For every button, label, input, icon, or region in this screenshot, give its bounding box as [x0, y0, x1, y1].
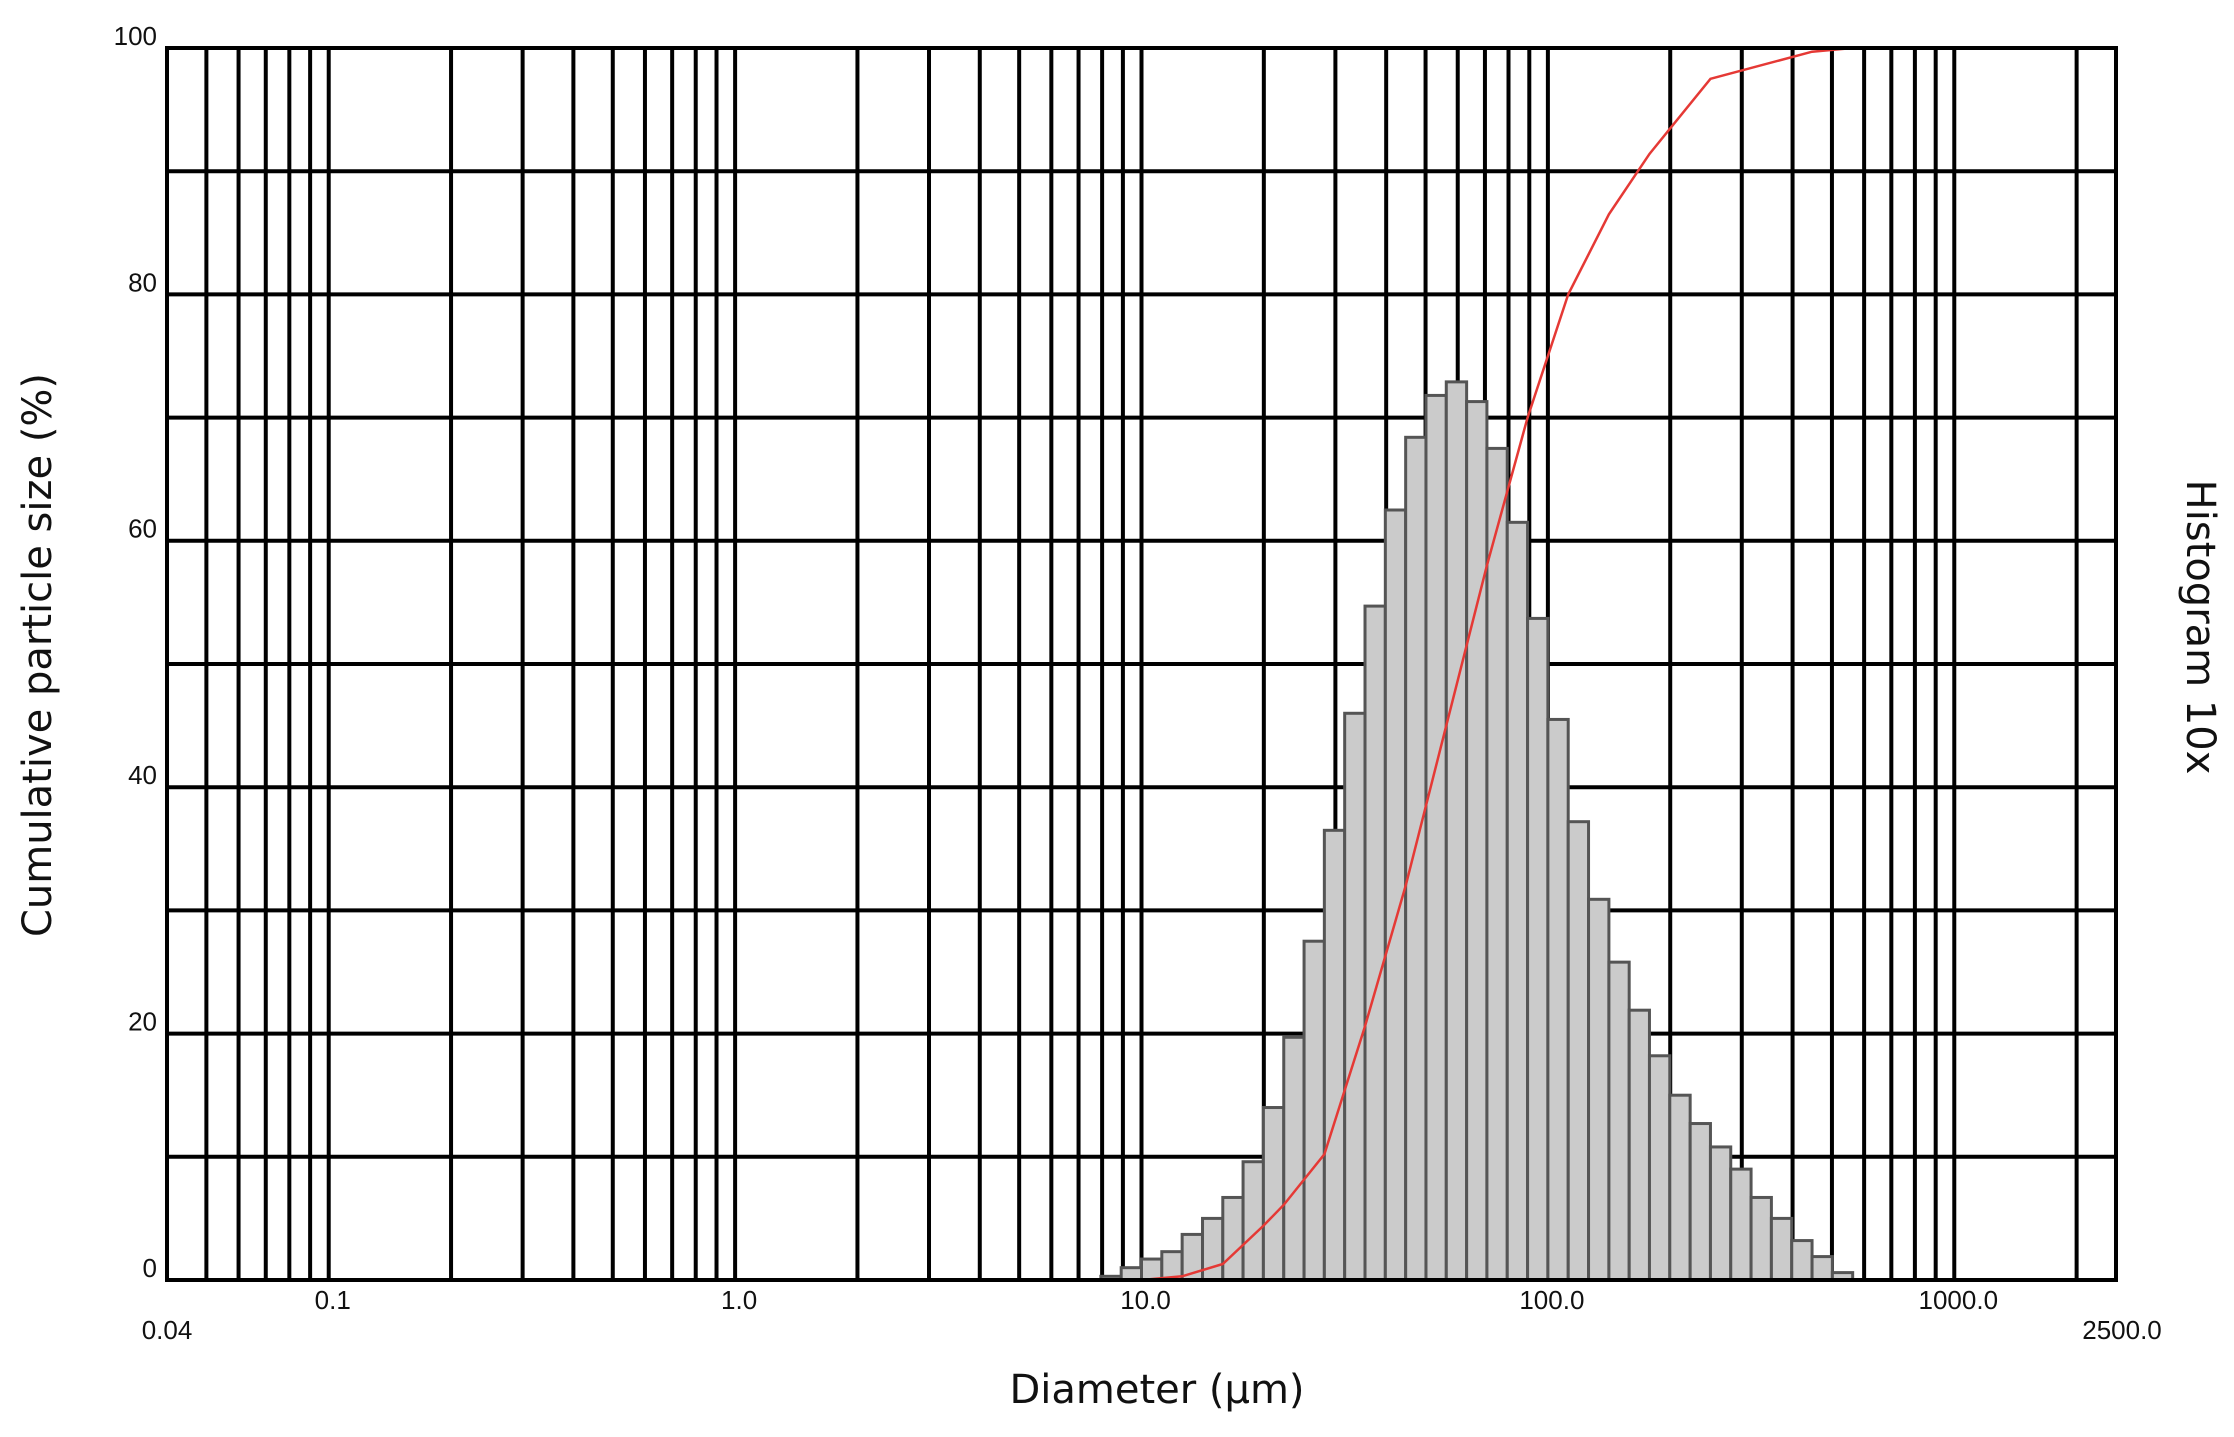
bar [1444, 380, 1469, 1282]
bar [1790, 1239, 1814, 1282]
y-tick-label: 80 [128, 267, 157, 297]
bar [1566, 820, 1591, 1282]
bar [1627, 1008, 1651, 1282]
x-tick-label: 1000.0 [1919, 1285, 1999, 1315]
bar [1587, 897, 1611, 1282]
bar [1505, 520, 1530, 1282]
bar [1607, 960, 1631, 1282]
bar [1261, 1106, 1286, 1282]
bar [1647, 1054, 1672, 1282]
y-tick-label: 20 [128, 1006, 157, 1036]
bar [1424, 393, 1448, 1282]
bar [1343, 711, 1367, 1282]
bars [1099, 380, 1855, 1282]
y-tick-label: 0 [143, 1253, 157, 1283]
bar [1688, 1122, 1712, 1282]
x-tick-label: 10.0 [1120, 1285, 1171, 1315]
x-tick-label: 0.04 [142, 1315, 193, 1345]
bar [1221, 1195, 1245, 1282]
bar [1241, 1160, 1265, 1282]
y-tick-label: 100 [114, 21, 157, 51]
x-tick-label: 2500.0 [2082, 1315, 2162, 1345]
x-tick-label: 0.1 [315, 1285, 351, 1315]
bar [1485, 446, 1509, 1282]
bar [1749, 1195, 1773, 1282]
bar [1526, 616, 1550, 1282]
bar [1708, 1145, 1733, 1282]
x-axis-title: Diameter (μm) [1009, 1367, 1304, 1413]
bar [1302, 939, 1326, 1282]
y-axis-title: Cumulative particle size (%) [15, 373, 61, 937]
bar [1201, 1216, 1225, 1282]
bar [1404, 435, 1428, 1282]
bar [1729, 1167, 1753, 1282]
bar [1322, 828, 1347, 1282]
right-axis-title: Histogram 10x [2177, 480, 2223, 775]
x-tick-label: 1.0 [721, 1285, 757, 1315]
plot-frame [165, 46, 2118, 1282]
bar [1282, 1035, 1306, 1282]
y-tick-label: 60 [128, 514, 157, 544]
bar [1769, 1216, 1794, 1282]
bar [1363, 604, 1387, 1282]
y-tick-label: 40 [128, 760, 157, 790]
cumulative-line [167, 46, 2116, 1282]
bar [1546, 717, 1570, 1282]
grid [165, 46, 2118, 1282]
x-tick-label: 100.0 [1519, 1285, 1584, 1315]
bar [1668, 1093, 1692, 1282]
bar [1810, 1255, 1834, 1282]
bar [1465, 400, 1489, 1282]
bar [1140, 1257, 1164, 1282]
